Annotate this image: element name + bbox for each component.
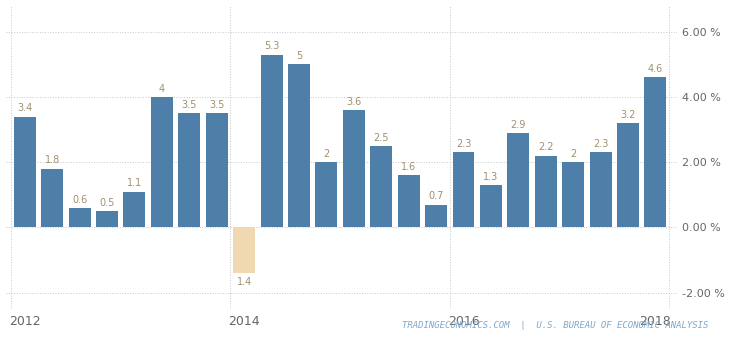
Bar [151, 97, 173, 227]
Text: 2.3: 2.3 [456, 139, 471, 149]
Text: 4.6: 4.6 [648, 64, 663, 74]
Bar [590, 152, 612, 227]
Bar [261, 54, 283, 227]
Text: 4: 4 [159, 84, 165, 94]
Bar [178, 113, 200, 227]
Text: 1.3: 1.3 [483, 172, 499, 182]
Bar [425, 205, 447, 227]
Text: 5.3: 5.3 [264, 41, 280, 51]
Bar [343, 110, 365, 227]
Text: 5: 5 [296, 51, 302, 61]
Bar [14, 117, 36, 227]
Bar [645, 78, 666, 227]
Text: TRADINGECONOMICS.COM  |  U.S. BUREAU OF ECONOMIC ANALYSIS: TRADINGECONOMICS.COM | U.S. BUREAU OF EC… [402, 321, 708, 330]
Bar [41, 169, 63, 227]
Bar [480, 185, 502, 227]
Text: 0.6: 0.6 [72, 194, 87, 205]
Bar [507, 133, 529, 227]
Text: 2.2: 2.2 [538, 142, 553, 152]
Text: 3.4: 3.4 [17, 103, 32, 113]
Bar [123, 192, 145, 227]
Bar [288, 64, 310, 227]
Bar [562, 162, 584, 227]
Text: 3.5: 3.5 [182, 100, 197, 110]
Bar [535, 156, 557, 227]
Bar [206, 113, 228, 227]
Text: 1.4: 1.4 [237, 277, 252, 287]
Text: 3.2: 3.2 [620, 110, 636, 120]
Text: 3.6: 3.6 [346, 97, 361, 107]
Bar [370, 146, 392, 227]
Text: 0.5: 0.5 [99, 198, 115, 208]
Text: 1.1: 1.1 [127, 178, 142, 188]
Text: 2.9: 2.9 [511, 120, 526, 130]
Text: 1.6: 1.6 [401, 162, 416, 172]
Text: 2.5: 2.5 [374, 133, 389, 143]
Text: 3.5: 3.5 [209, 100, 224, 110]
Text: 2: 2 [323, 149, 329, 159]
Bar [96, 211, 118, 227]
Text: 2.3: 2.3 [593, 139, 608, 149]
Text: 2: 2 [570, 149, 576, 159]
Bar [398, 175, 420, 227]
Bar [233, 227, 255, 273]
Bar [69, 208, 91, 227]
Bar [315, 162, 337, 227]
Bar [453, 152, 475, 227]
Text: 0.7: 0.7 [429, 191, 444, 201]
Text: 1.8: 1.8 [45, 155, 60, 166]
Bar [617, 123, 639, 227]
